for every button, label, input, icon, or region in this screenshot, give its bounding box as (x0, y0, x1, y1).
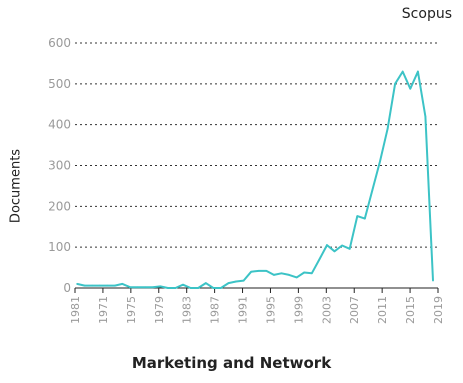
data-point (227, 282, 230, 284)
x-tick-label: 1987 (209, 296, 222, 324)
data-point (348, 248, 351, 250)
data-point (371, 189, 374, 191)
data-point (432, 279, 434, 282)
data-point (273, 274, 275, 276)
data-point (318, 258, 321, 261)
data-point (106, 284, 109, 287)
data-point (136, 286, 139, 288)
x-tick-label: 1979 (153, 296, 166, 324)
data-point (295, 276, 298, 279)
y-tick-label: 500 (48, 77, 71, 91)
data-point (204, 282, 207, 284)
data-point (129, 286, 131, 288)
data-point (356, 215, 359, 217)
data-point (83, 284, 86, 287)
data-point (121, 283, 124, 285)
data-point (364, 217, 366, 220)
data-point (288, 274, 290, 276)
data-point (394, 83, 396, 85)
data-point (91, 284, 93, 287)
x-tick-label: 2007 (348, 296, 361, 324)
x-tick-label: 1981 (69, 296, 82, 324)
y-tick-label: 300 (48, 159, 71, 173)
data-point (386, 127, 389, 130)
data-point (424, 115, 427, 118)
x-tick-label: 2003 (320, 296, 333, 324)
data-point (311, 272, 313, 275)
data-point (401, 70, 404, 73)
x-tick-label: 1999 (292, 296, 305, 324)
data-point (76, 283, 78, 285)
data-point (341, 244, 343, 247)
x-tick-label: 1995 (264, 296, 277, 324)
scopus-brand: Scopus (401, 6, 452, 22)
x-tick-label: 2011 (376, 296, 389, 324)
data-point (379, 160, 381, 163)
data-point (235, 280, 237, 283)
data-point (409, 87, 412, 90)
chart-title: Marketing and Network (131, 354, 332, 372)
x-tick-label: 1975 (125, 296, 138, 324)
series-line (76, 70, 434, 289)
data-point (242, 279, 245, 282)
data-point (417, 70, 419, 73)
y-tick-label: 600 (48, 36, 71, 50)
y-tick-label: 0 (63, 281, 71, 295)
data-point (182, 283, 184, 286)
data-point (326, 244, 328, 246)
x-tick-label: 2015 (404, 296, 417, 324)
x-tick-label: 1983 (181, 296, 194, 324)
data-point (189, 287, 192, 289)
data-point (98, 284, 101, 287)
data-point (197, 287, 199, 289)
data-point (250, 270, 253, 273)
data-point (265, 270, 268, 272)
data-point (174, 287, 177, 289)
x-tick-label: 1991 (237, 296, 250, 324)
data-point (280, 272, 283, 275)
y-tick-label: 100 (48, 240, 71, 254)
data-point (159, 285, 162, 288)
data-point (144, 286, 146, 288)
data-point (303, 271, 306, 274)
y-tick-label: 200 (48, 199, 71, 213)
x-tick-label: 2019 (432, 296, 445, 324)
x-tick-label: 1971 (97, 296, 110, 324)
y-tick-label: 400 (48, 118, 71, 132)
data-point (257, 270, 260, 272)
data-point (333, 250, 336, 253)
data-point (151, 286, 154, 288)
data-point (167, 287, 169, 289)
data-point (114, 284, 116, 287)
data-point (212, 287, 215, 289)
data-point (220, 287, 222, 289)
